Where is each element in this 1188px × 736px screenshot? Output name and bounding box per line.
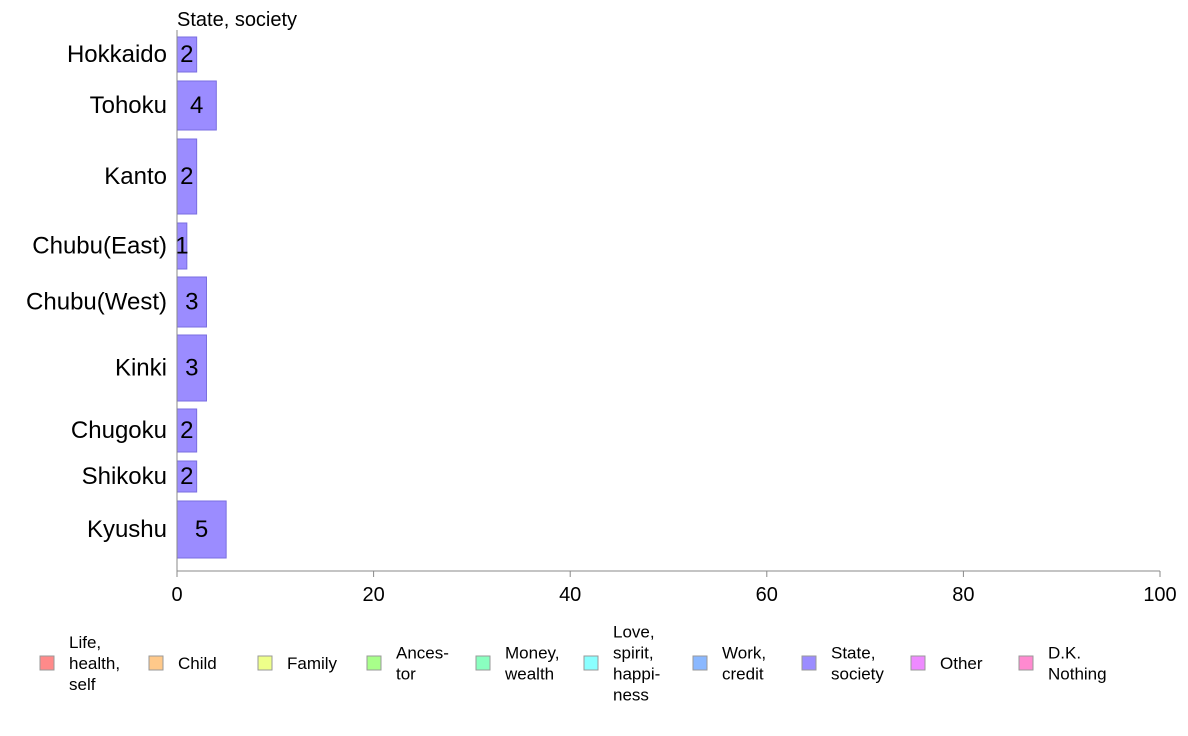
category-label: Kyushu <box>87 516 167 543</box>
legend-label-line: society <box>831 664 884 683</box>
bar <box>176 334 207 402</box>
x-tick-label: 60 <box>756 584 778 606</box>
legend-label-line: D.K. <box>1048 643 1081 662</box>
legend-label-line: Other <box>940 654 983 673</box>
legend-swatch <box>801 655 817 671</box>
legend-swatch <box>692 655 708 671</box>
legend-label-line: Life, <box>69 633 101 652</box>
x-tick-label: 0 <box>171 584 182 606</box>
legend-swatch <box>910 655 926 671</box>
legend-label: Family <box>287 654 338 673</box>
x-tick-label: 100 <box>1143 584 1176 606</box>
legend-label-line: State, <box>831 643 875 662</box>
category-label: Chubu(East) <box>32 233 167 260</box>
legend-swatch <box>583 655 599 671</box>
series-title: State, society <box>177 9 297 31</box>
category-label: Tohoku <box>90 92 167 119</box>
legend-label-line: Child <box>178 654 217 673</box>
bar <box>176 276 207 328</box>
data-label: 5 <box>195 516 208 543</box>
legend-swatch <box>257 655 273 671</box>
legend-label-line: health, <box>69 654 120 673</box>
x-tick-label: 80 <box>952 584 974 606</box>
x-tick-label: 40 <box>559 584 581 606</box>
legend-label: State, society <box>831 643 884 683</box>
legend-label: Other <box>940 654 983 673</box>
legend-label: Love, spirit, happi-ness <box>613 622 660 704</box>
legend-label-line: Love, <box>613 622 655 641</box>
category-label: Hokkaido <box>67 41 167 68</box>
legend-label-line: ness <box>613 685 649 704</box>
category-label: Kinki <box>115 355 167 382</box>
data-label: 3 <box>185 289 198 316</box>
category-label: Shikoku <box>82 463 167 490</box>
bar <box>176 80 217 131</box>
legend-label-line: Work, <box>722 643 766 662</box>
legend-swatch <box>475 655 491 671</box>
data-label: 2 <box>180 163 193 190</box>
data-label: 2 <box>180 417 193 444</box>
legend-label: D.K. Nothing <box>1048 643 1107 683</box>
legend-label-line: wealth <box>504 664 554 683</box>
legend-label-line: Family <box>287 654 338 673</box>
category-label: Kanto <box>104 163 167 190</box>
legend-swatch <box>148 655 164 671</box>
legend-label-line: self <box>69 675 96 694</box>
legend-swatch <box>39 655 55 671</box>
legend-label: Ances-tor <box>396 643 449 683</box>
legend-swatch <box>1018 655 1034 671</box>
legend-label-line: spirit, <box>613 643 654 662</box>
x-tick-label: 20 <box>362 584 384 606</box>
category-label: Chugoku <box>71 417 167 444</box>
x-axis: 0 20 40 60 80 100 <box>171 30 1177 606</box>
bars-group: Hokkaido 2 Tohoku 4 Kanto 2 Chubu(East) 1 Chubu(… <box>26 36 227 559</box>
legend-swatch <box>366 655 382 671</box>
data-label: 3 <box>185 355 198 382</box>
data-label: 2 <box>180 463 193 490</box>
data-label: 4 <box>190 92 203 119</box>
legend-label-line: credit <box>722 664 764 683</box>
legend-label: Work, credit <box>722 643 766 683</box>
legend-label-line: Ances- <box>396 643 449 662</box>
legend: Life, health, self Child Family Ances-tor Mone… <box>39 622 1107 704</box>
legend-label-line: happi- <box>613 664 660 683</box>
data-label: 2 <box>180 41 193 68</box>
category-label: Chubu(West) <box>26 289 167 316</box>
data-label: 1 <box>175 233 188 260</box>
legend-label-line: Nothing <box>1048 664 1107 683</box>
legend-label-line: tor <box>396 664 416 683</box>
legend-label-line: Money, <box>505 643 560 662</box>
bar <box>176 500 227 559</box>
legend-label: Life, health, self <box>69 633 120 694</box>
legend-label: Child <box>178 654 217 673</box>
legend-label: Money, wealth <box>504 643 560 683</box>
